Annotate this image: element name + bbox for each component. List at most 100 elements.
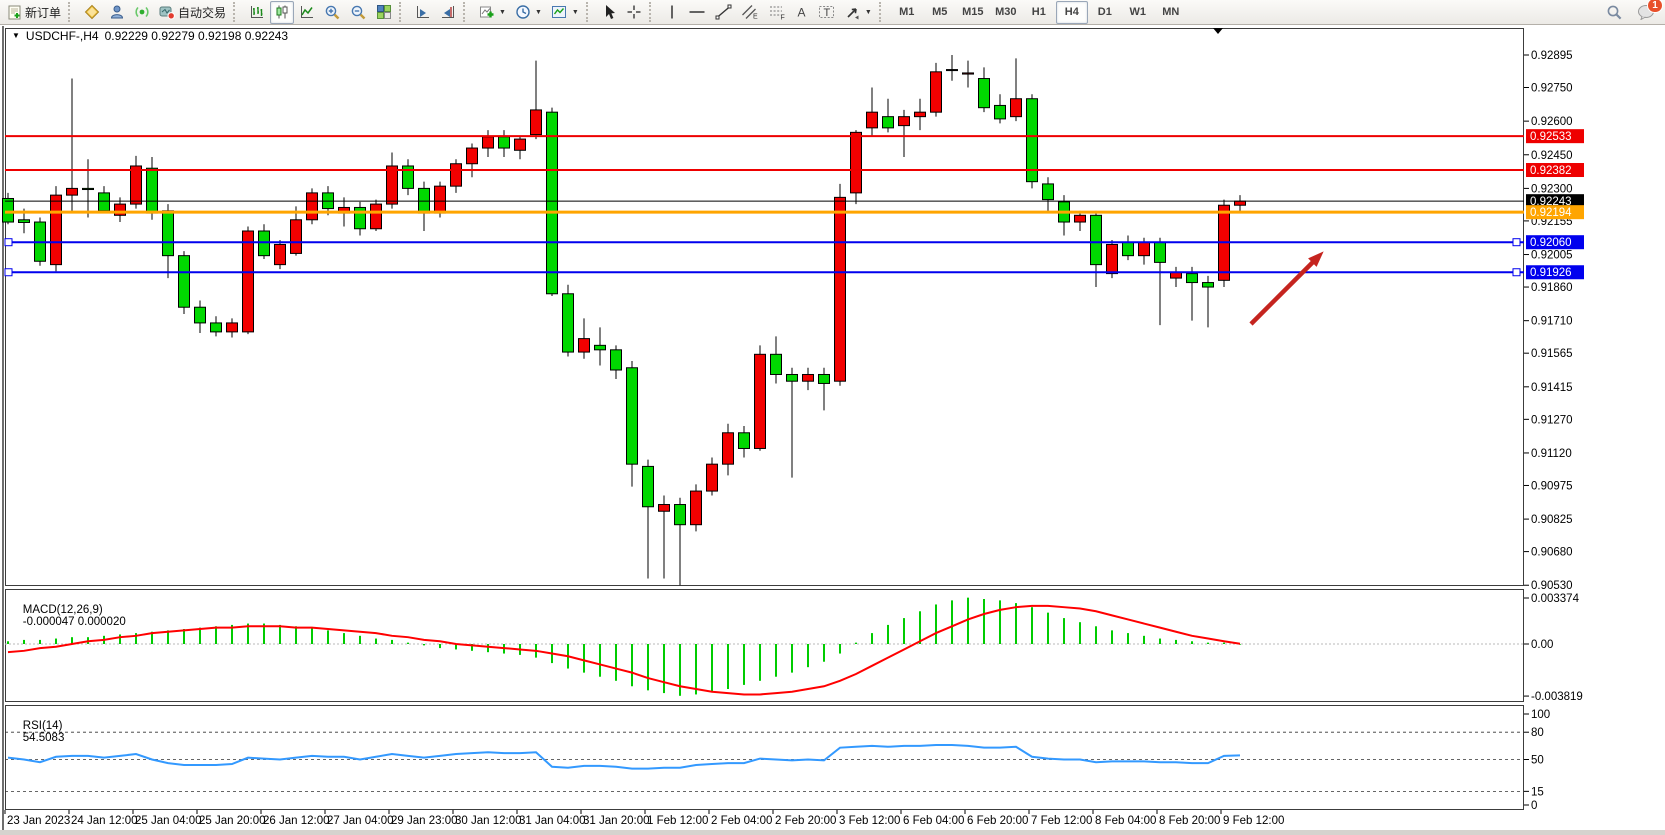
annotation-arrow-head[interactable] [1308, 251, 1324, 267]
line-handle[interactable] [4, 238, 13, 247]
macd-signal-line [7, 604, 1241, 696]
line-handle[interactable] [1512, 268, 1521, 277]
timeframe-button-D1[interactable]: D1 [1089, 1, 1121, 24]
text-button[interactable]: A [791, 1, 813, 24]
horizontal-line-button[interactable] [684, 1, 710, 24]
crosshair-button[interactable] [622, 1, 646, 24]
zoom-in-button[interactable] [320, 1, 345, 24]
time-axis-label: 30 Jan 12:00 [455, 815, 522, 827]
price-axis-label: 0.92600 [1531, 116, 1573, 128]
candle-body-up [1170, 271, 1182, 279]
dropdown-caret-icon: ▼ [534, 8, 542, 16]
candle-body-up [530, 109, 542, 136]
macd-axis-label: 0.003374 [1531, 593, 1580, 605]
price-line-badge [1526, 194, 1584, 209]
price-axis-label: 0.92750 [1531, 83, 1573, 95]
dropdown-caret-icon: ▼ [864, 8, 872, 16]
timeframe-label: H4 [1064, 6, 1079, 18]
candle-body-up [866, 111, 878, 129]
toolbar-separator [648, 2, 658, 22]
signal-button[interactable] [130, 1, 154, 24]
arrow-objects-icon [847, 8, 859, 20]
zoom-out-button[interactable] [346, 1, 371, 24]
timeframe-button-M5[interactable]: M5 [924, 1, 956, 24]
candle-body-down [498, 136, 510, 149]
text-label-button[interactable]: T [814, 1, 840, 24]
toolbar-separator [68, 2, 77, 22]
fibonacci-button[interactable]: F [764, 1, 790, 24]
periods-button[interactable]: ▼ [511, 1, 546, 24]
timeframe-button-M30[interactable]: M30 [990, 1, 1022, 24]
candle-body-up [434, 185, 446, 214]
price-axis-label: 0.90825 [1531, 514, 1573, 526]
candle-body-up [850, 131, 862, 194]
candle-body-down [1090, 214, 1102, 266]
bar-chart-button[interactable] [245, 1, 269, 24]
vertical-line-button[interactable] [661, 1, 683, 24]
timeframe-button-MN[interactable]: MN [1155, 1, 1187, 24]
svg-text:F: F [780, 15, 784, 21]
tile-windows-button[interactable] [372, 1, 396, 24]
scroll-to-end-button[interactable] [411, 1, 435, 24]
candle-body-up [514, 138, 526, 151]
line-handle[interactable] [4, 268, 13, 277]
timeframe-button-M15[interactable]: M15 [957, 1, 989, 24]
trendline-button[interactable] [711, 1, 736, 24]
chart-collapse-icon[interactable]: ▼ [12, 31, 20, 40]
price-axis-label: 0.90680 [1531, 547, 1573, 559]
timeframe-button-H4[interactable]: H4 [1055, 0, 1088, 24]
candle-body-up [754, 353, 766, 449]
candle-body-down [210, 322, 222, 333]
candle-body-up [706, 463, 718, 492]
rsi-axis-label: 15 [1531, 786, 1544, 798]
candle-body-up [114, 203, 126, 216]
indicators-button[interactable]: ▼ [475, 1, 510, 24]
new-order-button[interactable]: 新订单 [3, 1, 65, 24]
toolbar-separator [233, 2, 242, 22]
candle-body-down [1122, 241, 1134, 257]
market-watch-button[interactable] [80, 1, 104, 24]
profile-button[interactable] [105, 1, 129, 24]
annotation-arrow[interactable] [1249, 259, 1316, 326]
timeframe-button-M1[interactable]: M1 [891, 1, 923, 24]
candle-body-down [994, 104, 1006, 120]
profile-icon [111, 5, 124, 19]
line-chart-button[interactable] [295, 1, 319, 24]
timeframe-group: M1 M5 M15 M30 H1 H4 D1 W1 MN [891, 0, 1187, 24]
candle-body-up [450, 163, 462, 187]
equidistant-channel-button[interactable]: E [737, 1, 763, 24]
time-axis-label: 31 Jan 20:00 [583, 815, 650, 827]
timeframe-button-H1[interactable]: H1 [1023, 1, 1055, 24]
periods-icon [516, 5, 530, 19]
price-axis-label: 0.90975 [1531, 480, 1573, 492]
time-axis-label: 7 Feb 12:00 [1031, 815, 1092, 827]
cursor-button[interactable] [598, 1, 621, 24]
macd-pane [5, 589, 1524, 702]
price-axis-label: 0.91860 [1531, 282, 1573, 294]
candle-body-down [18, 219, 30, 223]
price-axis-label: 0.91120 [1531, 448, 1572, 460]
macd-axis-label: -0.003819 [1531, 691, 1583, 703]
auto-trading-label: 自动交易 [178, 5, 227, 20]
price-line-badge-label: 0.92060 [1530, 237, 1572, 249]
candle-body-up [946, 69, 958, 72]
candlestick-chart-button[interactable] [270, 0, 295, 24]
toolbar-separator [585, 2, 595, 22]
toolbar-separator [463, 2, 472, 22]
candle-body-down [642, 465, 654, 508]
notifications-button[interactable]: 1 [1633, 0, 1663, 24]
svg-text:A: A [797, 6, 805, 20]
arrow-objects-button[interactable]: ▼ [841, 1, 876, 24]
line-handle[interactable] [1512, 238, 1521, 247]
scroll-to-end-icon [417, 6, 430, 18]
timeframe-button-W1[interactable]: W1 [1122, 1, 1154, 24]
candle-body-down [1026, 98, 1038, 183]
chart-shift-button[interactable] [436, 1, 460, 24]
search-button[interactable] [1602, 1, 1627, 24]
templates-button[interactable]: ▼ [547, 1, 583, 24]
candle-body-down [258, 230, 270, 257]
auto-trading-button[interactable]: 自动交易 [155, 1, 230, 24]
price-line-badge [1526, 265, 1584, 280]
svg-text:T: T [823, 7, 830, 19]
